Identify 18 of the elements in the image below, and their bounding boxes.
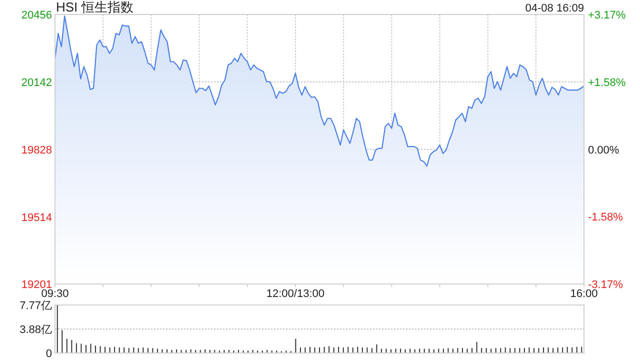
chart-title: HSI 恒生指数 — [56, 0, 134, 14]
y2-tick-label: 0.00% — [588, 144, 620, 156]
y-tick-label: 7.77亿 — [20, 300, 52, 312]
y-tick-label: 20456 — [21, 10, 52, 22]
y-tick-label: 20142 — [21, 76, 52, 89]
y-tick-label: 19514 — [21, 212, 52, 224]
y-tick-label: 19201 — [21, 279, 52, 291]
y2-tick-label: -3.17% — [588, 279, 624, 291]
y2-tick-label: +1.58% — [588, 77, 626, 90]
y-tick-label: 19828 — [21, 144, 52, 156]
y2-tick-label: -1.58% — [588, 211, 624, 224]
y-tick-label: 3.88亿 — [20, 324, 52, 336]
text: 04-08 16:09 — [525, 2, 584, 14]
y-tick-label: 0 — [46, 348, 52, 360]
x-tick-label: 12:00/13:00 — [266, 288, 325, 300]
x-tick-label: 09:30 — [41, 288, 69, 300]
y2-tick-label: +3.17% — [588, 10, 626, 22]
x-tick-label: 16:00 — [570, 288, 598, 300]
